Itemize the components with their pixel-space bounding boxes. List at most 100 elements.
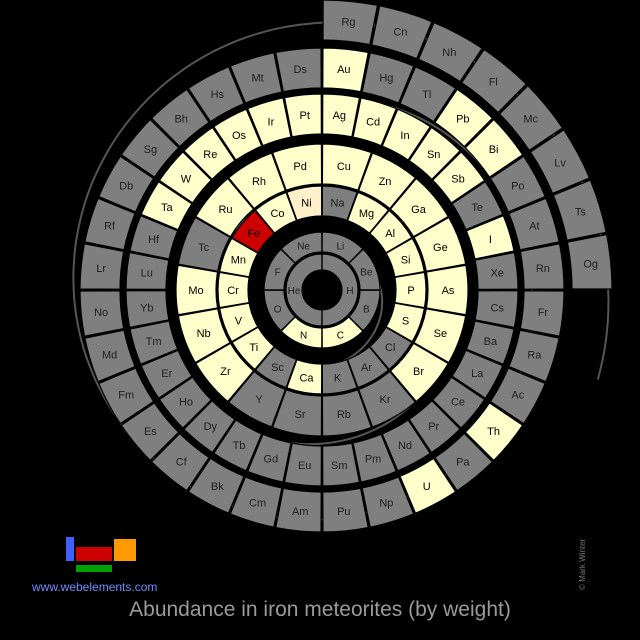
- element-cell-ga[interactable]: Ga: [389, 177, 449, 238]
- element-cell-si[interactable]: Si: [385, 237, 426, 278]
- element-cell-k[interactable]: K: [321, 358, 358, 395]
- element-cell-pr[interactable]: Pr: [408, 399, 461, 454]
- element-cell-re[interactable]: Re: [183, 126, 236, 181]
- website-link[interactable]: www.webelements.com: [32, 580, 158, 594]
- element-cell-eu[interactable]: Eu: [283, 442, 322, 487]
- element-cell-nb[interactable]: Nb: [177, 308, 231, 364]
- element-cell-mo[interactable]: Mo: [175, 264, 219, 316]
- element-cell-db[interactable]: Db: [98, 155, 155, 213]
- element-cell-sg[interactable]: Sg: [120, 118, 180, 178]
- element-cell-ce[interactable]: Ce: [431, 376, 486, 429]
- element-cell-al[interactable]: Al: [368, 209, 413, 254]
- element-cell-rg[interactable]: Rg: [322, 0, 379, 46]
- element-cell-zr[interactable]: Zr: [195, 342, 255, 403]
- element-cell-y[interactable]: Y: [227, 370, 287, 428]
- element-cell-nd[interactable]: Nd: [381, 419, 432, 472]
- element-cell-ru[interactable]: Ru: [195, 177, 255, 238]
- element-cell-mn[interactable]: Mn: [218, 237, 259, 278]
- element-cell-ar[interactable]: Ar: [346, 346, 390, 389]
- element-cell-fm[interactable]: Fm: [98, 367, 155, 425]
- element-cell-rn[interactable]: Rn: [519, 243, 565, 290]
- element-cell-po[interactable]: Po: [489, 155, 546, 213]
- element-cell-he[interactable]: He: [285, 253, 323, 327]
- element-cell-na[interactable]: Na: [321, 185, 358, 222]
- element-cell-cd[interactable]: Cd: [352, 97, 398, 147]
- element-cell-te[interactable]: Te: [451, 180, 504, 231]
- element-cell-er[interactable]: Er: [140, 349, 193, 400]
- element-cell-as[interactable]: As: [425, 264, 469, 316]
- element-cell-sb[interactable]: Sb: [431, 151, 486, 204]
- element-cell-hf[interactable]: Hf: [129, 214, 179, 260]
- element-cell-rb[interactable]: Rb: [321, 388, 373, 437]
- element-cell-hg[interactable]: Hg: [361, 52, 415, 104]
- element-cell-tl[interactable]: Tl: [399, 66, 457, 123]
- element-cell-bk[interactable]: Bk: [187, 457, 245, 514]
- element-cell-ca[interactable]: Ca: [286, 358, 323, 395]
- element-cell-in[interactable]: In: [381, 108, 432, 161]
- element-cell-cr[interactable]: Cr: [217, 271, 250, 309]
- element-cell-pu[interactable]: Pu: [322, 487, 369, 533]
- element-cell-sm[interactable]: Sm: [322, 442, 361, 487]
- element-cell-cn[interactable]: Cn: [371, 5, 433, 60]
- element-cell-ge[interactable]: Ge: [413, 216, 467, 272]
- element-cell-hs[interactable]: Hs: [187, 66, 245, 123]
- element-cell-pb[interactable]: Pb: [434, 88, 494, 148]
- element-cell-au[interactable]: Au: [322, 47, 369, 93]
- element-cell-w[interactable]: W: [158, 151, 213, 204]
- element-cell-lr[interactable]: Lr: [79, 243, 125, 290]
- element-cell-ts[interactable]: Ts: [552, 179, 607, 241]
- element-cell-sr[interactable]: Sr: [271, 388, 323, 437]
- element-cell-sc[interactable]: Sc: [254, 346, 298, 389]
- element-cell-co[interactable]: Co: [254, 191, 298, 234]
- element-cell-os[interactable]: Os: [212, 108, 263, 161]
- element-cell-ne[interactable]: Ne: [280, 231, 323, 264]
- element-cell-og[interactable]: Og: [566, 233, 613, 290]
- element-cell-ir[interactable]: Ir: [246, 97, 292, 147]
- element-cell-ta[interactable]: Ta: [140, 180, 193, 231]
- element-cell-br[interactable]: Br: [389, 342, 449, 403]
- element-cell-sn[interactable]: Sn: [408, 126, 461, 181]
- element-cell-np[interactable]: Np: [361, 476, 415, 528]
- element-cell-fr[interactable]: Fr: [519, 290, 565, 337]
- element-cell-fe[interactable]: Fe: [231, 209, 276, 254]
- element-cell-yb[interactable]: Yb: [125, 290, 170, 329]
- element-cell-p[interactable]: P: [394, 271, 427, 309]
- element-cell-bh[interactable]: Bh: [150, 88, 210, 148]
- element-cell-cu[interactable]: Cu: [321, 143, 373, 192]
- element-cell-pt[interactable]: Pt: [283, 93, 322, 138]
- element-cell-cf[interactable]: Cf: [150, 432, 210, 492]
- element-cell-md[interactable]: Md: [84, 329, 136, 383]
- element-cell-lu[interactable]: Lu: [125, 251, 170, 290]
- element-cell-tm[interactable]: Tm: [129, 320, 179, 366]
- element-cell-ba[interactable]: Ba: [465, 320, 515, 366]
- element-cell-mt[interactable]: Mt: [229, 52, 283, 104]
- element-cell-v[interactable]: V: [218, 302, 259, 343]
- element-cell-bi[interactable]: Bi: [464, 118, 524, 178]
- element-cell-zn[interactable]: Zn: [357, 152, 417, 210]
- element-cell-la[interactable]: La: [451, 349, 504, 400]
- element-cell-se[interactable]: Se: [413, 308, 467, 364]
- element-cell-kr[interactable]: Kr: [357, 370, 417, 428]
- element-cell-gd[interactable]: Gd: [246, 433, 292, 483]
- element-cell-mc[interactable]: Mc: [498, 84, 564, 152]
- element-cell-dy[interactable]: Dy: [183, 399, 236, 454]
- element-cell-ho[interactable]: Ho: [158, 376, 213, 429]
- element-cell-lv[interactable]: Lv: [529, 129, 591, 195]
- element-cell-th[interactable]: Th: [464, 402, 524, 462]
- element-cell-pa[interactable]: Pa: [434, 432, 494, 492]
- element-cell-pm[interactable]: Pm: [352, 433, 398, 483]
- element-cell-cm[interactable]: Cm: [229, 476, 283, 528]
- element-cell-ac[interactable]: Ac: [489, 367, 546, 425]
- element-cell-ds[interactable]: Ds: [275, 47, 322, 93]
- element-cell-ni[interactable]: Ni: [286, 185, 323, 222]
- element-cell-ra[interactable]: Ra: [508, 329, 560, 383]
- element-cell-i[interactable]: I: [465, 214, 515, 260]
- element-cell-nh[interactable]: Nh: [417, 21, 483, 83]
- element-cell-no[interactable]: No: [79, 290, 125, 337]
- element-cell-am[interactable]: Am: [275, 487, 322, 533]
- element-cell-u[interactable]: U: [399, 457, 457, 514]
- element-cell-mg[interactable]: Mg: [346, 191, 390, 234]
- element-cell-fl[interactable]: Fl: [460, 48, 528, 114]
- element-cell-xe[interactable]: Xe: [474, 251, 519, 290]
- element-cell-ag[interactable]: Ag: [322, 93, 361, 138]
